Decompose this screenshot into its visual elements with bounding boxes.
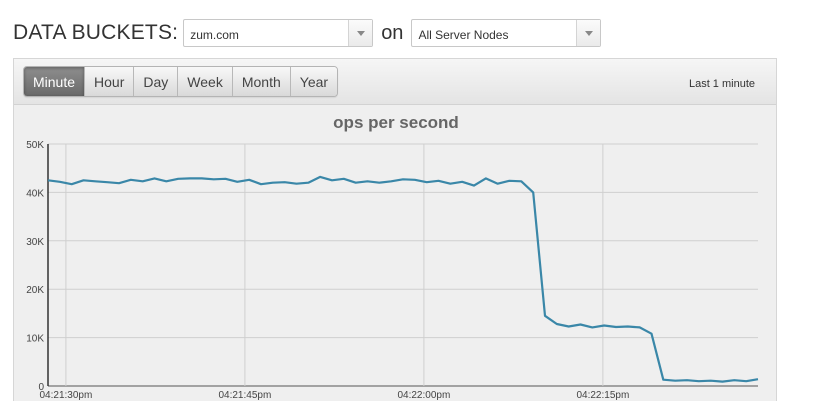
x-tick-label: 04:21:45pm [218, 390, 271, 401]
ops-chart: ops per second 0 10K 20K 30K 40K 50K 04:21:30p… [14, 106, 776, 401]
y-tick-label: 40K [26, 188, 44, 199]
y-tick-label: 20K [26, 285, 44, 296]
page-title: DATA BUCKETS: [13, 21, 179, 44]
bucket-select[interactable]: zum.com [183, 19, 374, 47]
y-tick-label: 10K [26, 334, 44, 345]
chart-title: ops per second [333, 113, 459, 132]
range-button-hour[interactable]: Hour [85, 67, 135, 96]
time-range-button-group: Minute Hour Day Week Month Year [23, 66, 339, 97]
server-node-select-toggle[interactable] [576, 20, 601, 46]
range-button-month[interactable]: Month [232, 67, 291, 96]
range-button-minute[interactable]: Minute [24, 67, 86, 96]
bucket-select-toggle[interactable] [348, 20, 373, 46]
y-tick-label: 50K [26, 140, 44, 151]
chevron-down-icon [357, 31, 366, 36]
ops-chart-svg: ops per second 0 10K 20K 30K 40K 50K 04:21:30p… [26, 113, 759, 401]
server-node-select[interactable]: All Server Nodes [411, 19, 602, 47]
time-range-toolbar: Minute Hour Day Week Month Year Last 1 m… [14, 59, 776, 105]
header-row: DATA BUCKETS: zum.com on All Server Node… [13, 18, 602, 48]
ops-series-line [47, 175, 759, 383]
x-tick-label: 04:22:15pm [576, 390, 629, 401]
stats-panel: Minute Hour Day Week Month Year Last 1 m… [13, 58, 777, 401]
range-button-week[interactable]: Week [178, 67, 233, 96]
y-tick-label: 0 [38, 382, 44, 393]
range-button-year[interactable]: Year [290, 67, 338, 96]
x-tick-label: 04:22:00pm [397, 390, 450, 401]
y-tick-label: 30K [26, 237, 44, 248]
bucket-select-value: zum.com [190, 28, 239, 42]
server-node-select-value: All Server Nodes [418, 28, 509, 42]
on-label: on [381, 21, 404, 44]
range-label: Last 1 minute [688, 78, 755, 90]
range-button-day[interactable]: Day [134, 67, 179, 96]
chevron-down-icon [585, 31, 594, 36]
x-tick-label: 04:21:30pm [39, 390, 92, 401]
